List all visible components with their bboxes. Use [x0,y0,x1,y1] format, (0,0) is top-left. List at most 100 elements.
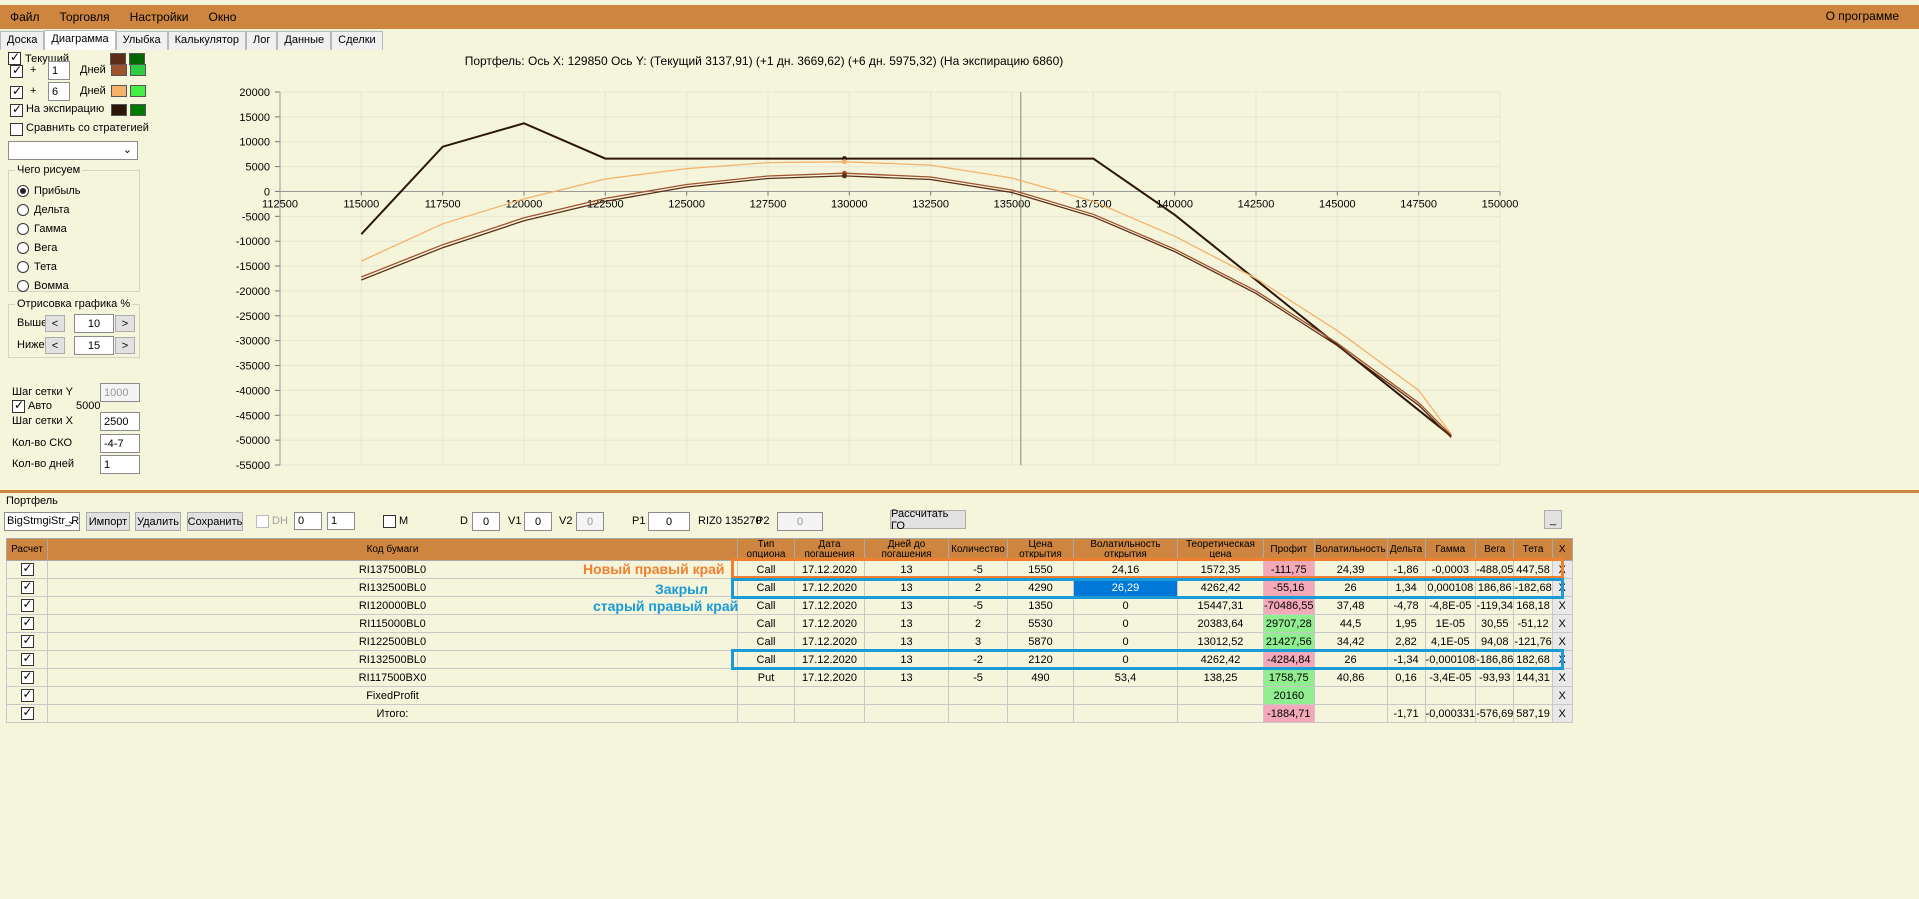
column-header[interactable]: Вега [1475,538,1515,561]
calc-checkbox-cell[interactable] [6,560,48,579]
column-header[interactable]: Профит [1263,538,1315,561]
column-header[interactable]: Дельта [1386,538,1426,561]
column-header[interactable]: Цена открытия [1007,538,1074,561]
tab-board[interactable]: Доска [0,31,45,50]
table-row[interactable]: FixedProfit 20160 X [6,686,1573,705]
column-header[interactable]: Тета [1513,538,1553,561]
profit-chart[interactable]: Портфель: Ось Х: 129850 Ось Y: (Текущий … [180,50,1520,475]
table-row[interactable]: Итого: -1884,71 -1,71-0,000331-576,69587,1… [6,704,1573,723]
strategy-compare-select[interactable]: ⌄ [8,141,138,160]
spin1-input[interactable]: 0 [294,512,322,530]
table-cell[interactable]: X [1551,650,1573,669]
menu-file[interactable]: Файл [10,10,40,24]
tab-data[interactable]: Данные [277,31,332,50]
table-cell[interactable]: X [1551,686,1573,705]
days2-color-swatch-2[interactable] [130,85,146,97]
current-color-swatch-2[interactable] [129,52,145,65]
auto-checkbox[interactable] [12,398,25,413]
column-header[interactable]: Код бумаги [47,538,738,561]
days-count-input[interactable]: 1 [100,455,140,474]
radio-profit[interactable]: Прибыль [17,181,81,200]
expiry-color-swatch-2[interactable] [130,104,146,116]
p1-input[interactable]: 0 [648,512,690,531]
column-header[interactable]: Тип опциона [737,538,795,561]
radio-vega[interactable]: Вега [17,238,81,257]
d-input[interactable]: 0 [472,512,500,531]
column-header[interactable]: Волатильность открытия [1073,538,1178,561]
above-input[interactable]: 10 [74,314,114,333]
days2-checkbox[interactable] [10,84,23,99]
days1-color-swatch[interactable] [111,64,127,76]
calc-checkbox-cell[interactable] [6,650,48,669]
delete-button[interactable]: Удалить [135,512,181,531]
calc-checkbox-cell[interactable] [6,632,48,651]
calc-checkbox-cell[interactable] [6,596,48,615]
grid-x-input[interactable]: 2500 [100,412,140,431]
menu-trading[interactable]: Торговля [59,10,110,24]
expiry-checkbox[interactable] [10,102,23,117]
calc-checkbox-cell[interactable] [6,578,48,597]
table-cell[interactable]: X [1551,632,1573,651]
calc-checkbox-cell[interactable] [6,686,48,705]
tab-deals[interactable]: Сделки [331,31,383,50]
above-decrease-button[interactable]: < [45,315,65,332]
below-input[interactable]: 15 [74,336,114,355]
calc-checkbox[interactable] [20,615,34,630]
save-button[interactable]: Сохранить [187,512,243,531]
v2-input[interactable]: 0 [576,512,604,531]
table-row[interactable]: RI132500BL0Call17.12.202013-2212004262,4… [6,650,1573,669]
v1-input[interactable]: 0 [524,512,552,531]
column-header[interactable]: Расчет [6,538,48,561]
menu-window[interactable]: Окно [208,10,237,24]
calc-go-button[interactable]: Рассчитать ГО [890,508,966,532]
dh-checkbox[interactable] [256,515,269,528]
table-row[interactable]: RI137500BL0Call17.12.202013-5155024,1615… [6,560,1573,579]
days1-color-swatch-2[interactable] [130,64,146,76]
tab-diagram[interactable]: Диаграмма [44,30,116,50]
tab-log[interactable]: Лог [246,31,278,50]
table-cell[interactable]: X [1551,578,1573,597]
calc-checkbox[interactable] [20,705,34,720]
table-cell[interactable]: X [1551,668,1573,687]
calc-checkbox-cell[interactable] [6,704,48,723]
strategy-select[interactable]: BigStmgiStr_R ⌄ [4,512,80,531]
days2-input[interactable]: 6 [48,82,70,101]
compare-checkbox[interactable] [10,123,23,136]
table-row[interactable]: RI122500BL0Call17.12.20201335870013012,5… [6,632,1573,651]
column-header[interactable]: Волатильность [1313,538,1388,561]
current-color-swatch[interactable] [110,52,126,65]
calc-checkbox[interactable] [20,687,34,702]
menu-about[interactable]: О программе [1825,9,1899,23]
table-row[interactable]: RI115000BL0Call17.12.20201325530020383,6… [6,614,1573,633]
below-decrease-button[interactable]: < [45,337,65,354]
days2-color-swatch[interactable] [111,85,127,97]
panel-divider[interactable] [0,490,1919,493]
sko-input[interactable]: -4-7 [100,434,140,453]
column-header[interactable]: Количество [948,538,1008,561]
table-cell[interactable]: X [1551,614,1573,633]
above-increase-button[interactable]: > [115,315,135,332]
table-row[interactable]: RI132500BL0Call17.12.2020132429026,29426… [6,578,1573,597]
import-button[interactable]: Импорт [86,512,130,531]
column-header[interactable]: Дней до погашения [864,538,949,561]
table-cell[interactable]: X [1551,560,1573,579]
calc-checkbox[interactable] [20,579,34,594]
below-increase-button[interactable]: > [115,337,135,354]
column-header[interactable]: Теоретическая цена [1177,538,1264,561]
table-cell[interactable]: X [1551,596,1573,615]
radio-theta[interactable]: Тета [17,257,81,276]
calc-checkbox[interactable] [20,561,34,576]
calc-checkbox[interactable] [20,669,34,684]
tab-smile[interactable]: Улыбка [115,31,168,50]
spin2-input[interactable]: 1 [327,512,355,530]
minimize-button[interactable]: _ [1544,510,1562,529]
tab-calculator[interactable]: Калькулятор [167,31,247,50]
days1-checkbox[interactable] [10,63,23,78]
column-header[interactable]: X [1551,538,1573,561]
column-header[interactable]: Дата погашения [794,538,865,561]
calc-checkbox[interactable] [20,597,34,612]
p2-input[interactable]: 0 [777,512,823,531]
table-cell[interactable]: X [1551,704,1573,723]
calc-checkbox-cell[interactable] [6,668,48,687]
calc-checkbox-cell[interactable] [6,614,48,633]
